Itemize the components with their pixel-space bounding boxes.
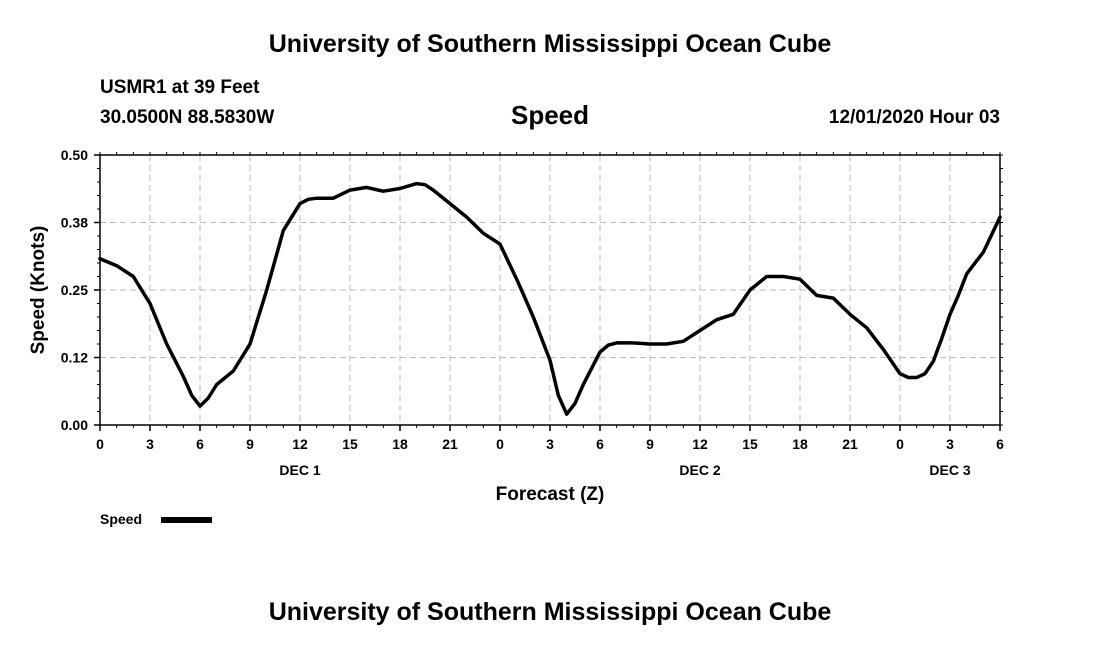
series-line-speed — [98, 181, 1002, 416]
plot-frame — [99, 154, 1001, 426]
x-tick-label: 12 — [692, 436, 708, 452]
y-tick-label: 0.38 — [61, 215, 88, 231]
x-tick-label: 15 — [742, 436, 758, 452]
x-tick-label: 9 — [246, 436, 254, 452]
x-tick-label: 6 — [196, 436, 204, 452]
footer-title: University of Southern Mississippi Ocean… — [268, 598, 832, 626]
x-tick-label: 3 — [946, 436, 954, 452]
date-label: DEC 2 — [679, 462, 720, 478]
x-axis-title: Forecast (Z) — [496, 484, 605, 505]
axis-ticks — [94, 152, 1003, 431]
x-tick-label: 12 — [292, 436, 308, 452]
x-tick-label: 6 — [996, 436, 1004, 452]
coordinates-label: 30.0500N 88.5830W — [100, 107, 275, 128]
x-tick-label: 0 — [896, 436, 904, 452]
grid — [100, 155, 1000, 425]
x-tick-label: 21 — [442, 436, 458, 452]
date-label: DEC 1 — [279, 462, 320, 478]
y-tick-label: 0.00 — [61, 417, 88, 433]
x-tick-label: 0 — [496, 436, 504, 452]
x-tick-labels: 0 3 6 9 12 15 18 21 0 3 6 9 12 15 18 21 0 3 6 — [96, 436, 1004, 452]
y-tick-label: 0.12 — [61, 350, 88, 366]
x-tick-label: 6 — [596, 436, 604, 452]
variable-title: Speed — [510, 100, 590, 130]
y-tick-label: 0.50 — [61, 147, 88, 163]
station-label: USMR1 at 39 Feet — [100, 77, 260, 98]
x-tick-label: 15 — [342, 436, 358, 452]
series-layer — [98, 181, 1002, 416]
x-tick-label: 0 — [96, 436, 104, 452]
date-label: DEC 3 — [929, 462, 970, 478]
legend: Speed — [100, 511, 212, 527]
date-labels: DEC 1 DEC 2 DEC 3 — [279, 462, 970, 478]
chart-title: University of Southern Mississippi Ocean… — [268, 30, 832, 58]
y-tick-labels: 0.00 0.12 0.25 0.38 0.50 — [61, 147, 88, 433]
x-tick-label: 3 — [146, 436, 154, 452]
x-tick-label: 9 — [646, 436, 654, 452]
datetime-label: 12/01/2020 Hour 03 — [828, 107, 1000, 128]
y-tick-label: 0.25 — [61, 282, 88, 298]
x-tick-label: 18 — [792, 436, 808, 452]
y-axis-title: Speed (Knots) — [28, 226, 49, 355]
x-tick-label: 18 — [392, 436, 408, 452]
x-tick-label: 3 — [546, 436, 554, 452]
legend-label: Speed — [100, 511, 142, 527]
x-tick-label: 21 — [842, 436, 858, 452]
